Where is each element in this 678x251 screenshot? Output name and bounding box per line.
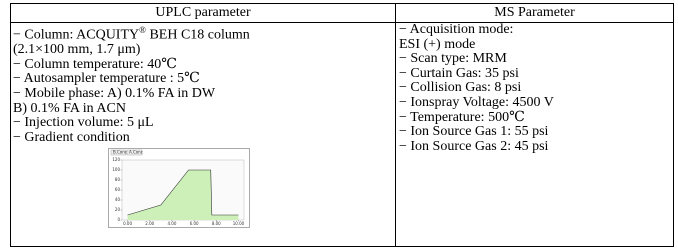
y-tick-label: 0 xyxy=(117,217,120,222)
header: UPLC parameter xyxy=(11,4,395,23)
text: BEH C18 column xyxy=(145,27,250,43)
line: − Mobile phase: A) 0.1% FA in DW xyxy=(13,86,216,102)
divider xyxy=(395,4,396,246)
line: (2.1×100 mm, 1.7 μm) xyxy=(13,42,141,58)
line: − Ion Source Gas 1: 55 psi xyxy=(399,124,549,140)
x-tick-label: 8.00 xyxy=(212,221,221,226)
line: − Column: ACQUITY® BEH C18 column xyxy=(13,23,250,43)
gradient-area xyxy=(127,170,239,220)
line: − Scan type: MRM xyxy=(399,51,507,67)
line: − Injection volume: 5 μL xyxy=(13,115,154,131)
line: − Curtain Gas: 35 psi xyxy=(399,65,519,81)
x-tick-label: 10.00 xyxy=(233,221,245,226)
gradient-line xyxy=(127,169,239,216)
line: − Autosampler temperature : 5℃ xyxy=(13,71,200,87)
x-tick-label: 2.00 xyxy=(145,221,154,226)
line: ESI (+) mode xyxy=(399,36,476,52)
line: − Collision Gas: 8 psi xyxy=(399,80,522,96)
y-tick-label: 80 xyxy=(115,177,121,182)
x-tick-label: 4.00 xyxy=(167,221,176,226)
text: − Column: ACQUITY xyxy=(13,27,140,43)
line: − Column temperature: 40℃ xyxy=(13,56,177,72)
line: − Gradient condition xyxy=(13,129,130,145)
uplc-cell: − Column: ACQUITY® BEH C18 column (2.1×1… xyxy=(13,23,250,145)
tab-label: B.Conc xyxy=(113,150,127,155)
x-tick-label: 0.00 xyxy=(123,221,132,226)
line: B) 0.1% FA in ACN xyxy=(13,100,126,116)
sup: ® xyxy=(139,25,146,35)
tab xyxy=(126,149,143,156)
y-tick-label: 120 xyxy=(112,157,120,162)
tab-label: A.Conc xyxy=(129,150,143,155)
y-tick-label: 40 xyxy=(115,197,121,202)
y-tick-label: 100 xyxy=(112,167,120,172)
y-tick-label: 20 xyxy=(115,207,121,212)
tab xyxy=(110,149,127,156)
line: − Temperature: 500℃ xyxy=(399,109,525,125)
line: − Ionspray Voltage: 4500 V xyxy=(399,94,554,110)
y-tick-label: 60 xyxy=(115,187,121,192)
line: − Ion Source Gas 2: 45 psi xyxy=(399,138,549,154)
line: − Acquisition mode: xyxy=(399,22,514,37)
parameter-table: UPLC parameter MS Parameter − Column: AC… xyxy=(10,3,674,247)
ms-cell: − Acquisition mode: ESI (+) mode − Scan ty… xyxy=(399,22,554,154)
gradient-chart: B.Conc A.Conc 0 20 40 60 80 100 120 0.00 2.00 4.00 6… xyxy=(108,148,250,228)
x-tick-label: 6.00 xyxy=(190,221,199,226)
header: MS Parameter xyxy=(396,4,673,23)
